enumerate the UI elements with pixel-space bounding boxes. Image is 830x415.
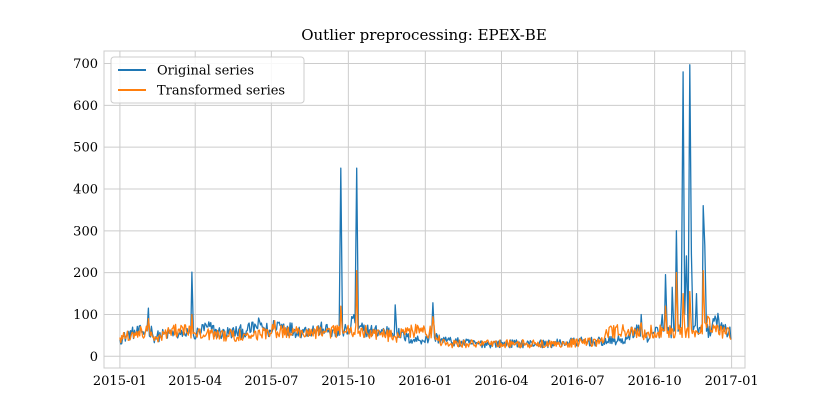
- y-tick-label: 200: [73, 266, 98, 281]
- y-tick-label: 0: [90, 350, 98, 365]
- y-tick-label: 500: [73, 141, 98, 156]
- series-line-transformed: [119, 269, 732, 349]
- y-tick-label: 100: [73, 308, 98, 323]
- series-line-original: [119, 64, 732, 349]
- x-tick-label: 2016-07: [551, 374, 605, 389]
- x-tick-label: 2015-04: [168, 374, 222, 389]
- y-tick-label: 700: [73, 57, 98, 72]
- grid: [104, 51, 745, 368]
- x-tick-label: 2017-01: [705, 374, 759, 389]
- x-tick-label: 2015-10: [321, 374, 375, 389]
- y-tick-label: 300: [73, 224, 98, 239]
- plot-frame: [103, 50, 746, 369]
- legend-label: Transformed series: [157, 84, 285, 99]
- y-tick-label: 600: [73, 99, 98, 114]
- chart-title: Outlier preprocessing: EPEX-BE: [301, 26, 547, 44]
- axis-ticks: 0 100 200 300 400 500 600 700 2015-01 2015-04 2015…: [73, 57, 758, 389]
- x-tick-label: 2016-10: [628, 374, 682, 389]
- legend-box: [110, 56, 305, 104]
- series-layer: [119, 64, 732, 349]
- legend: Original series Transformed series: [110, 56, 305, 104]
- x-tick-label: 2015-07: [244, 374, 298, 389]
- x-tick-label: 2016-04: [474, 374, 528, 389]
- legend-label: Original series: [157, 64, 254, 79]
- y-tick-label: 400: [73, 183, 98, 198]
- x-tick-label: 2015-01: [93, 374, 147, 389]
- x-tick-label: 2016-01: [398, 374, 452, 389]
